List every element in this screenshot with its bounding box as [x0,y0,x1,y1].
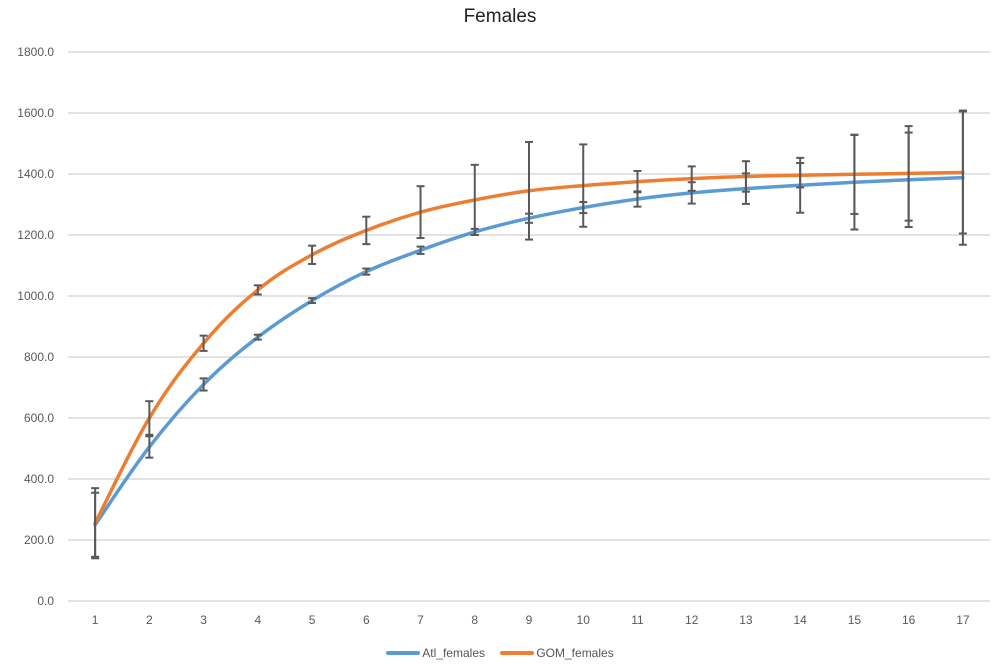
y-tick-label: 1000.0 [17,289,54,303]
legend-label-gom: GOM_females [536,646,614,660]
x-tick-label: 17 [956,613,970,627]
x-tick-label: 10 [577,613,591,627]
legend-item-gom: GOM_females [500,646,614,660]
legend-item-atl: Atl_females [386,646,485,660]
x-tick-label: 12 [685,613,699,627]
legend-swatch-atl [386,651,421,655]
legend-swatch-gom [500,651,535,655]
x-tick-label: 1 [92,613,99,627]
y-tick-label: 200.0 [24,533,54,547]
y-tick-label: 1400.0 [17,167,54,181]
x-tick-label: 8 [471,613,478,627]
x-tick-label: 2 [146,613,153,627]
y-tick-label: 1200.0 [17,228,54,242]
chart-legend: Atl_females GOM_females [0,644,1000,660]
x-tick-label: 16 [902,613,916,627]
x-tick-label: 14 [793,613,807,627]
legend-label-atl: Atl_females [422,646,485,660]
x-tick-label: 6 [363,613,370,627]
y-tick-label: 600.0 [24,411,54,425]
y-tick-label: 1600.0 [17,106,54,120]
x-tick-label: 11 [631,613,644,627]
y-tick-label: 800.0 [24,350,54,364]
y-tick-label: 1800.0 [17,45,54,59]
y-tick-label: 0.0 [37,594,54,608]
series-line-Atl_females [93,175,965,527]
x-tick-label: 9 [526,613,533,627]
x-tick-label: 4 [254,613,261,627]
series-line-GOM_females [93,170,965,525]
x-tick-label: 5 [309,613,316,627]
chart-title: Females [463,6,537,27]
x-tick-label: 13 [739,613,753,627]
x-tick-label: 7 [417,613,424,627]
y-tick-label: 400.0 [24,472,54,486]
x-tick-label: 15 [848,613,862,627]
x-tick-label: 3 [200,613,207,627]
